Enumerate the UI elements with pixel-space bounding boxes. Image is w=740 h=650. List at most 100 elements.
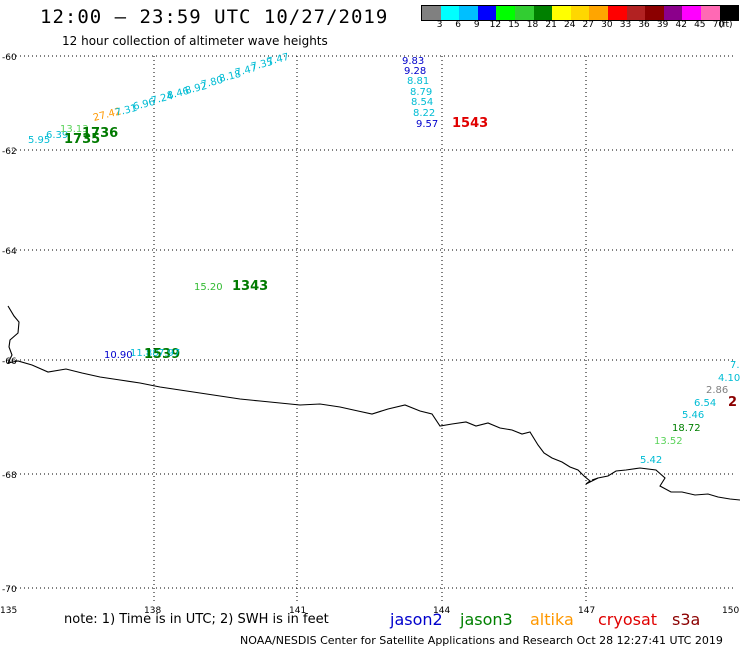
wave-height-observation: 8.81 — [407, 76, 429, 87]
legend-label: 9 — [473, 20, 480, 30]
legend-swatch — [589, 6, 608, 20]
longitude-label: 144 — [433, 606, 450, 616]
color-legend — [421, 5, 739, 21]
wave-height-observation: 1543 — [452, 116, 488, 131]
wave-height-observation: 4.10 — [718, 373, 740, 384]
wave-height-observation: 7.31 — [114, 103, 138, 119]
legend-label: 12 — [489, 20, 502, 30]
observations: 5.956.3913.131735173627.427.316.967.248.… — [28, 52, 740, 466]
legend-swatch — [496, 6, 515, 20]
legend-label: 36 — [638, 20, 650, 30]
legend-swatch — [459, 6, 478, 20]
legend-label: 3 — [436, 20, 443, 30]
legend-label: 39 — [656, 20, 669, 30]
wave-height-observation: 7.97 — [158, 348, 180, 359]
latitude-label: -66 — [2, 357, 17, 367]
wave-height-observation: 8.79 — [410, 87, 432, 98]
latitude-label: -64 — [2, 247, 17, 257]
wave-height-observation: 2.86 — [706, 385, 728, 396]
footer-credit: NOAA/NESDIS Center for Satellite Applica… — [240, 634, 723, 647]
satellite-jason3: jason3 — [460, 610, 513, 629]
legend-unit: (ft) — [719, 20, 733, 30]
wave-height-observation: 8.22 — [413, 108, 435, 119]
wave-height-observation: 7.80 — [200, 75, 224, 91]
map-subtitle: 12 hour collection of altimeter wave hei… — [62, 34, 328, 48]
wave-height-observation: 7.35 — [250, 57, 274, 73]
legend-label: 24 — [563, 20, 576, 30]
wave-height-observation: 6.96 — [132, 97, 156, 113]
legend-swatch — [645, 6, 664, 20]
satellite-cryosat: cryosat — [598, 610, 658, 629]
wave-height-observation: 5.95 — [28, 135, 50, 146]
longitude-label: 150 — [722, 606, 739, 616]
legend-swatch — [440, 6, 460, 20]
wave-height-observation: 1343 — [232, 279, 268, 294]
wave-height-observation: 7.47 — [234, 63, 258, 79]
legend-label: 42 — [675, 20, 687, 30]
footer-note: note: 1) Time is in UTC; 2) SWH is in fe… — [64, 612, 329, 627]
wave-height-observation: 8.18 — [218, 69, 242, 85]
wave-height-observation: 6.54 — [694, 398, 716, 409]
wave-height-observation: 5.46 — [682, 410, 704, 421]
wave-height-observation: 2 — [728, 395, 737, 410]
legend-swatch — [422, 6, 441, 20]
satellite-jason2: jason2 — [390, 610, 443, 629]
satellite-altika: altika — [530, 610, 574, 629]
legend-swatch — [607, 6, 627, 20]
wave-height-observation: 6.39 — [46, 130, 68, 141]
legend-swatch — [663, 6, 683, 20]
legend-label: 33 — [619, 20, 632, 30]
coastline — [7, 305, 740, 501]
wave-height-observation: 11.88 — [130, 348, 159, 359]
longitude-label: 138 — [144, 606, 161, 616]
wave-height-observation: 13.13 — [60, 124, 89, 135]
legend-label: 27 — [582, 20, 595, 30]
legend-swatch — [626, 6, 646, 20]
legend-swatch — [477, 6, 497, 20]
grid-lines — [8, 55, 736, 602]
legend-swatch — [719, 6, 739, 20]
wave-height-observation: 9.28 — [404, 66, 426, 77]
legend-swatch — [570, 6, 590, 20]
latitude-label: -62 — [2, 147, 17, 157]
legend-swatch — [682, 6, 701, 20]
legend-label: 30 — [601, 20, 613, 30]
wave-height-observation: 1735 — [64, 132, 100, 147]
satellite-s3a: s3a — [672, 610, 701, 629]
wave-height-observation: 18.72 — [672, 423, 701, 434]
longitude-label: 147 — [578, 606, 595, 616]
wave-height-observation: 7. — [730, 360, 740, 371]
wave-height-observation: 9.83 — [402, 56, 424, 67]
legend-swatch — [700, 6, 720, 20]
legend-label: 70 — [712, 20, 725, 30]
color-legend-labels: 3 6 9 12 15 18 21 24 27 30 33 36 39 42 45 70 (ft) — [421, 20, 740, 32]
wave-height-observation: 10.90 — [104, 350, 133, 361]
wave-height-observation: 1539 — [144, 347, 180, 362]
wave-height-observation: 1736 — [82, 126, 118, 141]
wave-height-observation: 7.47 — [266, 52, 290, 68]
wave-height-observation: 8.92 — [184, 81, 208, 97]
longitude-label: 135 — [0, 606, 17, 616]
legend-label: 15 — [508, 20, 520, 30]
legend-label: 6 — [455, 20, 462, 30]
legend-label: 21 — [545, 20, 557, 30]
legend-label: 18 — [526, 20, 539, 30]
latitude-label: -68 — [2, 471, 17, 481]
legend-swatch — [533, 6, 553, 20]
wave-height-observation: 15.20 — [194, 282, 223, 293]
axis-labels: -60 -62 -64 -66 -68 -70 135 138 141 144 147 150 — [0, 53, 739, 616]
legend-label: 45 — [694, 20, 706, 30]
legend-swatch — [552, 6, 571, 20]
longitude-label: 141 — [289, 606, 306, 616]
antarctic-coastline — [7, 305, 740, 501]
wave-height-observation: 5.42 — [640, 455, 662, 466]
wave-height-observation: 13.52 — [654, 436, 683, 447]
wave-height-observation: 8.46 — [166, 86, 190, 102]
wave-height-observation: 7.24 — [150, 91, 174, 107]
map-title: 12:00 – 23:59 UTC 10/27/2019 — [40, 6, 389, 28]
latitude-label: -60 — [2, 53, 17, 63]
wave-height-observation: 8.54 — [411, 97, 433, 108]
legend-swatch — [514, 6, 534, 20]
